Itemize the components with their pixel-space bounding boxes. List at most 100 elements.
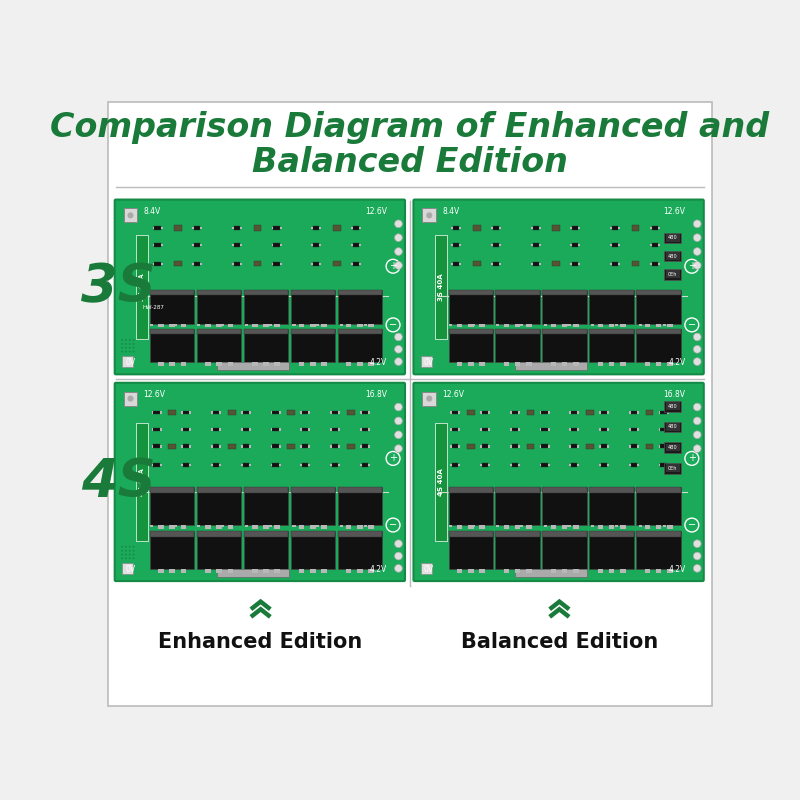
Bar (538, 243, 541, 246)
Bar (369, 362, 374, 366)
Bar (219, 464, 221, 466)
Bar (601, 410, 607, 414)
Bar (530, 243, 533, 246)
Bar (192, 227, 194, 230)
Circle shape (125, 350, 126, 353)
Bar (338, 411, 340, 414)
Bar (620, 362, 626, 366)
Bar (562, 569, 567, 573)
Circle shape (129, 347, 130, 349)
Bar (216, 362, 222, 366)
Bar (609, 362, 614, 366)
Bar (548, 411, 550, 414)
Bar (542, 463, 548, 467)
Text: 0V: 0V (125, 358, 135, 367)
Bar (150, 329, 194, 362)
Bar (197, 329, 242, 362)
Circle shape (125, 339, 126, 341)
Bar (515, 569, 521, 573)
Bar (290, 290, 335, 295)
Bar (551, 569, 556, 573)
Bar (338, 446, 340, 447)
Bar (290, 329, 335, 362)
Bar (542, 427, 548, 431)
Bar (667, 569, 673, 573)
Bar (599, 446, 601, 447)
Circle shape (133, 558, 134, 559)
Bar (504, 525, 510, 529)
Bar (533, 242, 538, 246)
Bar (299, 362, 305, 366)
Bar (364, 323, 367, 326)
Bar (181, 362, 186, 366)
Bar (227, 362, 233, 366)
Bar (510, 464, 512, 466)
Bar (154, 445, 160, 448)
Bar (194, 226, 200, 230)
Bar (454, 242, 459, 246)
Bar (578, 428, 579, 430)
Text: 4S: 4S (81, 456, 155, 508)
Circle shape (125, 558, 126, 559)
Bar (482, 410, 488, 414)
Bar (332, 463, 338, 467)
Bar (244, 531, 288, 569)
Bar (360, 411, 362, 414)
Bar (450, 464, 452, 466)
Bar (664, 463, 681, 474)
Bar (450, 428, 452, 430)
Bar (249, 411, 250, 414)
Bar (548, 446, 550, 447)
Bar (170, 569, 174, 573)
Bar (310, 569, 316, 573)
Bar (666, 428, 669, 430)
Bar (368, 464, 370, 466)
Bar (520, 525, 523, 527)
Bar (615, 323, 618, 326)
Bar (510, 411, 512, 414)
Bar (333, 226, 341, 231)
Bar (422, 209, 436, 222)
Bar (254, 261, 262, 266)
Bar (242, 463, 249, 467)
Bar (658, 227, 659, 230)
Bar (270, 428, 273, 430)
Bar (150, 290, 194, 323)
Bar (242, 427, 249, 431)
Bar (567, 525, 570, 527)
Bar (449, 531, 493, 537)
Bar (183, 463, 190, 467)
Circle shape (121, 546, 123, 548)
Bar (340, 323, 343, 326)
Bar (601, 463, 607, 467)
Text: HW-287: HW-287 (143, 305, 165, 310)
Bar (629, 411, 630, 414)
Bar (330, 411, 332, 414)
Bar (636, 290, 681, 323)
Bar (662, 323, 666, 326)
Bar (449, 531, 493, 569)
Bar (618, 262, 620, 265)
Bar (578, 243, 580, 246)
Bar (151, 428, 154, 430)
Bar (168, 444, 176, 449)
Bar (457, 323, 462, 327)
Bar (651, 226, 658, 230)
Bar (615, 525, 618, 527)
Bar (300, 446, 302, 447)
Bar (526, 362, 532, 366)
Bar (459, 227, 462, 230)
Bar (518, 464, 520, 466)
Bar (244, 329, 288, 362)
Text: 4.2V: 4.2V (669, 565, 686, 574)
Bar (136, 423, 148, 541)
Bar (598, 525, 603, 529)
Bar (667, 323, 673, 327)
Bar (459, 243, 462, 246)
Bar (421, 356, 431, 367)
Bar (368, 411, 370, 414)
Bar (319, 262, 321, 265)
Circle shape (694, 403, 701, 411)
Bar (205, 569, 210, 573)
Text: 4.2V: 4.2V (370, 565, 387, 574)
